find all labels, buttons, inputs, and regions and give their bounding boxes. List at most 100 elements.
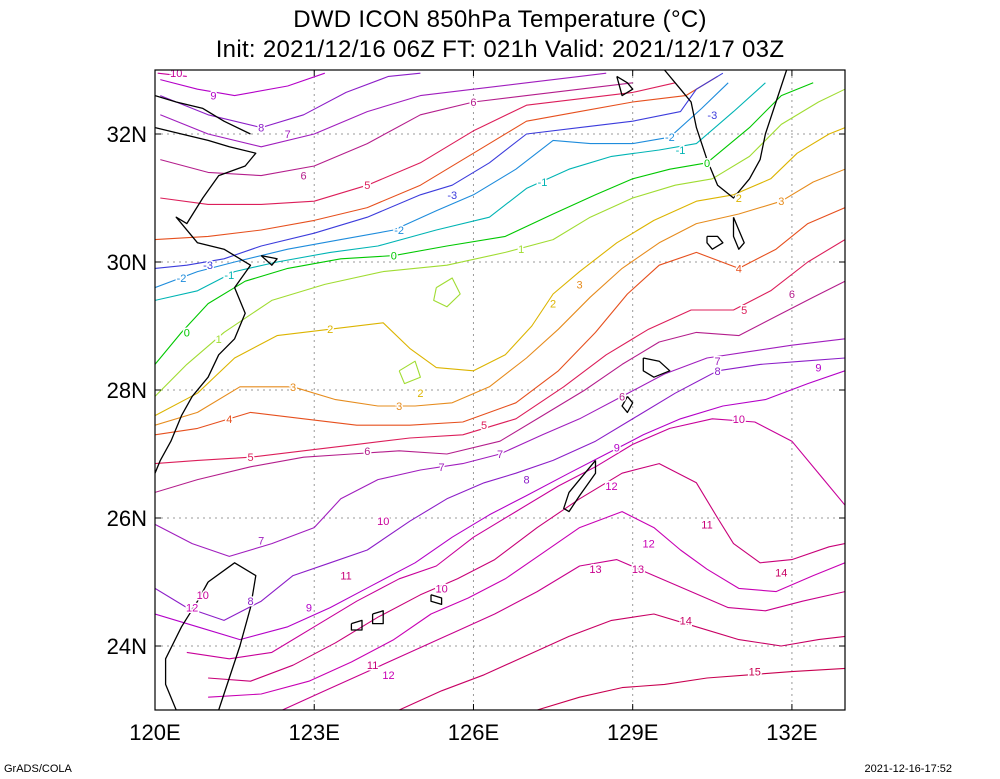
contour-label: 8 xyxy=(523,475,529,487)
contour-label: 6 xyxy=(364,446,370,458)
contour-line xyxy=(155,370,845,641)
contour-label: 5 xyxy=(247,452,253,464)
contour-line xyxy=(155,82,814,365)
contour-label: 7 xyxy=(715,356,721,368)
contour-line xyxy=(160,72,325,97)
contour-line xyxy=(157,72,187,77)
coastline-ishigaki xyxy=(371,610,384,625)
contour-line xyxy=(186,418,845,660)
contour-label: 3 xyxy=(396,401,402,413)
contour-line xyxy=(398,613,845,710)
contour-line xyxy=(160,82,633,177)
contour-line xyxy=(433,277,461,308)
contour-label: 12 xyxy=(605,481,617,493)
contour-label: -1 xyxy=(224,270,234,282)
coastline-okinawa xyxy=(563,459,597,513)
contour-line xyxy=(155,338,845,557)
lon-tick-label: 123E xyxy=(289,720,340,745)
coastline-goto-islands xyxy=(616,75,634,97)
lon-tick-label: 129E xyxy=(607,720,658,745)
contour-label: 10 xyxy=(377,516,389,528)
lat-tick-label: 28N xyxy=(107,378,147,403)
contour-label: 9 xyxy=(210,91,216,103)
contour-line xyxy=(155,357,845,621)
coastline-iriomote xyxy=(350,619,363,631)
lon-tick-label: 120E xyxy=(129,720,180,745)
coastline-zhoushan xyxy=(260,254,278,266)
contour-label: -2 xyxy=(665,132,675,144)
contour-label: 8 xyxy=(715,366,721,378)
contour-line xyxy=(160,72,607,148)
contour-label: 7 xyxy=(258,535,264,547)
contour-line xyxy=(398,360,421,385)
coastline-china-coast-upper xyxy=(155,94,251,135)
contour-label: 5 xyxy=(741,305,747,317)
contour-line xyxy=(282,559,845,710)
contour-line xyxy=(155,88,845,397)
coastline-miyako xyxy=(430,594,443,606)
contour-label: 9 xyxy=(614,443,620,455)
contour-label: 3 xyxy=(778,196,784,208)
contour-label: 5 xyxy=(364,180,370,192)
contour-label: 11 xyxy=(367,660,378,672)
contour-label: 4 xyxy=(226,414,232,426)
contour-line xyxy=(155,75,718,241)
contour-label: 7 xyxy=(285,129,291,141)
map-title-line2: Init: 2021/12/16 06Z FT: 021h Valid: 202… xyxy=(215,36,785,63)
contour-label: 11 xyxy=(340,571,351,583)
contour-label: 10 xyxy=(197,590,209,602)
contour-label: 3 xyxy=(290,382,296,394)
contour-label: 1 xyxy=(518,244,524,256)
coastline-tokunoshima xyxy=(621,395,634,414)
contour-label: 10 xyxy=(435,583,447,595)
footer-timestamp: 2021-12-16-17:52 xyxy=(864,763,952,775)
contour-label: 7 xyxy=(439,462,445,474)
coastline-china-coast-north xyxy=(155,126,257,474)
contour-line xyxy=(155,72,724,269)
coastlines xyxy=(155,70,788,710)
contour-label: 5 xyxy=(481,420,487,432)
coastline-amami xyxy=(642,357,671,378)
contour-label: 9 xyxy=(306,603,312,615)
contour-label: 6 xyxy=(470,97,476,109)
contour-label: -1 xyxy=(538,177,548,189)
contour-label: 15 xyxy=(749,667,761,679)
contour-label: 0 xyxy=(184,327,190,339)
lon-tick-label: 126E xyxy=(448,720,499,745)
footer-software-label: GrADS/COLA xyxy=(4,763,72,775)
contour-label: -1 xyxy=(676,145,686,157)
contour-label: 1 xyxy=(216,334,222,346)
contour-label: 0 xyxy=(704,158,710,170)
lat-tick-label: 26N xyxy=(107,506,147,531)
contour-labels: -3-2-2-3-2-3-1-1-10001122223333445555666… xyxy=(169,70,823,683)
contour-line xyxy=(160,72,421,129)
contour-label: -3 xyxy=(203,260,213,272)
contour-line xyxy=(208,463,845,682)
lon-tick-label: 132E xyxy=(766,720,817,745)
contour-line xyxy=(155,280,845,493)
contour-label: 10 xyxy=(733,414,745,426)
contour-label: 11 xyxy=(701,519,712,531)
lat-tick-label: 32N xyxy=(107,122,147,147)
map-title-line1: DWD ICON 850hPa Temperature (°C) xyxy=(293,6,707,33)
contour-label: 3 xyxy=(577,279,583,291)
contour-label: 12 xyxy=(186,603,198,615)
contour-label: 13 xyxy=(632,564,644,576)
contour-label: 9 xyxy=(815,363,821,375)
contour-label: 0 xyxy=(391,251,397,263)
contour-label: 14 xyxy=(680,615,692,627)
contour-label: 2 xyxy=(550,299,556,311)
contour-label: 6 xyxy=(619,391,625,403)
temperature-contours xyxy=(155,72,845,710)
contour-label: -3 xyxy=(707,110,717,122)
contour-label: 12 xyxy=(382,670,394,682)
contour-label: 13 xyxy=(589,564,601,576)
contour-line xyxy=(155,207,845,436)
contour-line xyxy=(537,667,845,710)
contour-label: 4 xyxy=(736,263,742,275)
contour-line xyxy=(208,511,845,698)
contour-label: 7 xyxy=(497,449,503,461)
contour-label: -2 xyxy=(177,273,187,285)
coastline-kyushu xyxy=(664,70,788,199)
coastline-tanegashima xyxy=(732,216,745,250)
